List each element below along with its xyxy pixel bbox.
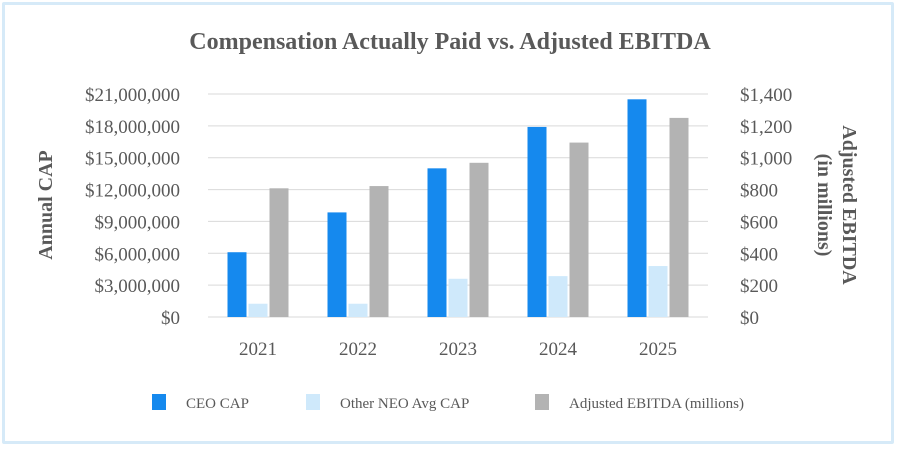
- y-tick-label-left: $0: [161, 308, 180, 329]
- legend-label: Other NEO Avg CAP: [340, 396, 469, 412]
- y-axis-label-left: Annual CAP: [35, 150, 57, 259]
- y-tick-label-right: $1,400: [740, 85, 792, 106]
- bar: [448, 278, 468, 317]
- legend-swatch: [152, 394, 166, 410]
- x-tick-label: 2023: [439, 339, 477, 360]
- y-tick-label-left: $12,000,000: [85, 181, 180, 202]
- bar: [369, 186, 389, 317]
- y-tick-label-right: $600: [740, 212, 778, 233]
- y-tick-label-left: $18,000,000: [85, 117, 180, 138]
- bar: [227, 252, 247, 317]
- legend-label: CEO CAP: [186, 396, 249, 412]
- y-tick-label-left: $6,000,000: [95, 244, 181, 265]
- y-tick-label-right: $1,000: [740, 149, 792, 170]
- bar: [648, 266, 668, 317]
- y-tick-label-right: $0: [740, 308, 759, 329]
- bar: [627, 99, 647, 317]
- x-tick-label: 2022: [339, 339, 377, 360]
- y-tick-label-left: $3,000,000: [95, 276, 181, 297]
- y-tick-label-left: $9,000,000: [95, 212, 181, 233]
- bar: [248, 303, 268, 317]
- bar: [427, 168, 447, 317]
- y-tick-label-right: $400: [740, 244, 778, 265]
- legend-label: Adjusted EBITDA (millions): [569, 396, 744, 412]
- y-axis-label-right-line2: (in millions): [813, 154, 835, 257]
- bar: [269, 188, 289, 317]
- legend-swatch: [306, 394, 320, 410]
- x-tick-label: 2025: [639, 339, 677, 360]
- y-tick-label-left: $21,000,000: [85, 85, 180, 106]
- bar: [469, 162, 489, 317]
- bar: [569, 142, 589, 317]
- y-tick-label-right: $1,200: [740, 117, 792, 138]
- bar: [527, 126, 547, 318]
- x-tick-label: 2024: [539, 339, 578, 360]
- legend-swatch: [535, 394, 549, 410]
- x-tick-label: 2021: [239, 339, 277, 360]
- y-tick-label-left: $15,000,000: [85, 149, 180, 170]
- chart-title: Compensation Actually Paid vs. Adjusted …: [189, 29, 711, 55]
- bar: [327, 212, 347, 317]
- bar: [348, 303, 368, 317]
- bar: [548, 276, 568, 317]
- y-tick-label-right: $200: [740, 276, 778, 297]
- y-axis-label-right: Adjusted EBITDA: [838, 125, 860, 285]
- chart-frame: [2, 2, 894, 444]
- bar: [669, 117, 689, 318]
- y-tick-label-right: $800: [740, 181, 778, 202]
